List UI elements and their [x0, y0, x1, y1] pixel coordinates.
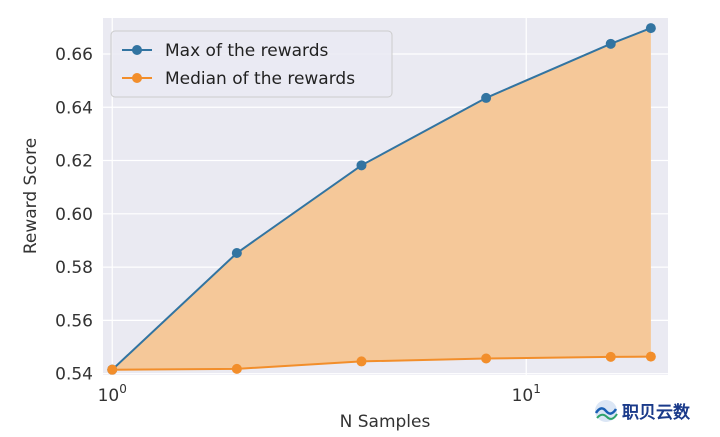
watermark: 职贝云数: [594, 400, 691, 423]
x-tick-label: 101: [512, 382, 541, 406]
y-ticks: 0.54 0.56 0.58 0.60 0.62 0.64 0.66: [55, 45, 93, 385]
y-tick-label: 0.66: [55, 45, 93, 65]
data-point: [645, 23, 656, 34]
wave-logo-icon: [594, 400, 618, 422]
y-tick-label: 0.62: [55, 152, 93, 172]
y-tick-label: 0.60: [55, 205, 93, 225]
data-point: [605, 38, 616, 49]
y-tick-label: 0.54: [55, 365, 93, 385]
x-axis-label: N Samples: [340, 412, 431, 432]
data-point: [481, 353, 492, 364]
x-tick-label: 100: [98, 382, 127, 406]
x-ticks: 100 101: [98, 382, 541, 406]
legend-box: [110, 30, 393, 98]
legend-label-max: Max of the rewards: [165, 41, 329, 61]
data-point: [107, 364, 118, 375]
y-tick-label: 0.64: [55, 98, 93, 118]
series-layer: [107, 23, 656, 375]
y-tick-label: 0.58: [55, 258, 93, 278]
data-point: [231, 363, 242, 374]
series-line-1: [112, 355, 651, 371]
series-line-0: [111, 27, 652, 371]
data-point: [356, 160, 367, 171]
data-point: [356, 356, 367, 367]
data-point: [605, 351, 616, 362]
legend-label-median: Median of the rewards: [165, 69, 355, 89]
y-tick-label: 0.56: [55, 311, 93, 331]
legend: Max of the rewards Median of the rewards: [110, 30, 393, 98]
data-point: [231, 247, 242, 258]
y-axis-label: Reward Score: [21, 138, 41, 254]
data-point: [481, 92, 492, 103]
watermark-text: 职贝云数: [622, 402, 691, 423]
legend-swatch-max-marker: [132, 45, 142, 55]
data-point: [645, 351, 656, 362]
fill-between-area: [112, 28, 651, 370]
legend-swatch-median-marker: [132, 73, 142, 83]
